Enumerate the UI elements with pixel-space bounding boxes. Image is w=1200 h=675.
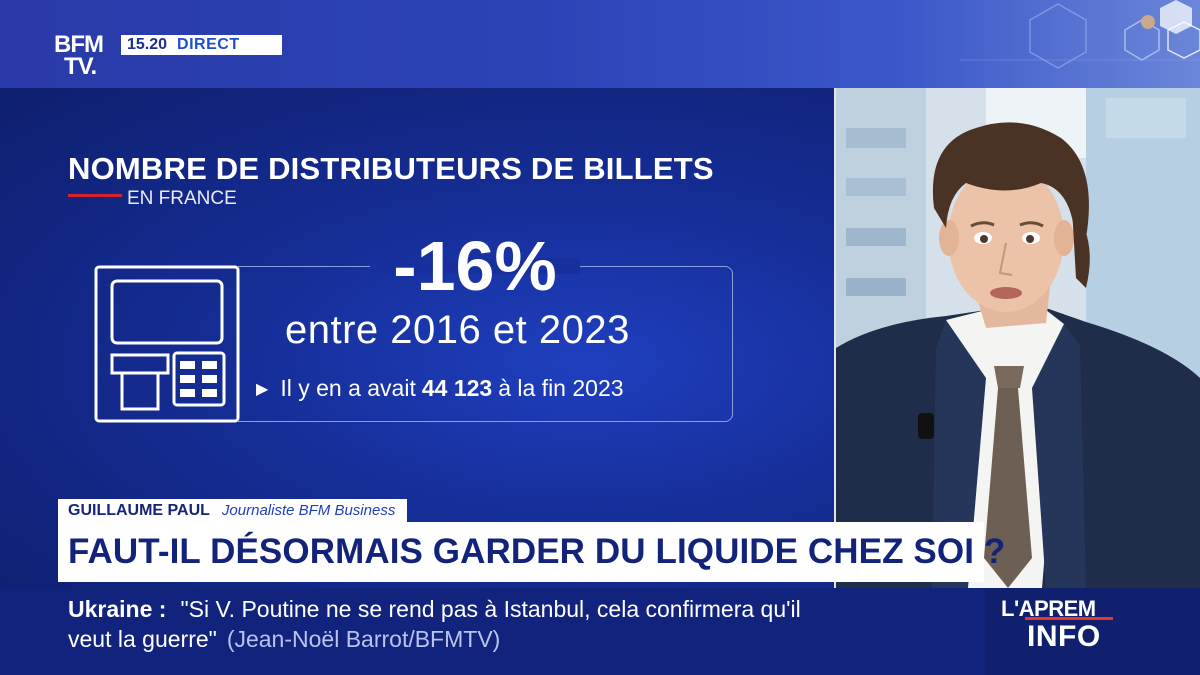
infographic-title: NOMBRE DE DISTRIBUTEURS DE BILLETS — [68, 151, 714, 186]
presenter-image — [836, 88, 1200, 588]
speaker-role: Journaliste BFM Business — [221, 502, 396, 519]
presenter-video — [836, 88, 1200, 588]
ticker-text-2: veut la guerre" — [68, 626, 217, 652]
clock-live-badge: 15.20 DIRECT — [121, 35, 282, 55]
top-band: BFM TV. 15.20 DIRECT — [0, 0, 1200, 88]
show-logo-accent-bar — [1025, 617, 1113, 620]
headline-text: FAUT-IL DÉSORMAIS GARDER DU LIQUIDE CHEZ… — [68, 532, 1006, 571]
headline-banner: FAUT-IL DÉSORMAIS GARDER DU LIQUIDE CHEZ… — [58, 522, 1005, 582]
ticker-text-1: "Si V. Poutine ne se rend pas à Istanbul… — [180, 596, 801, 622]
stat-note-prefix: Il y en a avait — [280, 375, 416, 401]
ticker-source: (Jean-Noël Barrot/BFMTV) — [226, 626, 501, 652]
news-ticker: Ukraine : "Si V. Poutine ne se rend pas à… — [0, 588, 985, 675]
clock-time: 15.20 — [127, 36, 168, 53]
show-logo-line1: L'APREM — [1001, 596, 1096, 621]
play-arrow-icon: ▶ — [256, 380, 269, 398]
title-accent-bar — [68, 194, 122, 197]
live-label: DIRECT — [177, 36, 240, 53]
channel-logo: BFM TV. — [54, 31, 118, 80]
ticker-line-1: Ukraine : "Si V. Poutine ne se rend pas à… — [68, 596, 801, 623]
channel-logo-line2: TV. — [64, 53, 97, 80]
ticker-keyword: Ukraine : — [68, 596, 167, 622]
stat-period: entre 2016 et 2023 — [285, 308, 630, 352]
atm-icon — [94, 265, 240, 423]
stat-note-suffix: à la fin 2023 — [498, 375, 624, 401]
stat-frame-gap — [370, 258, 580, 274]
speaker-name: GUILLAUME PAUL — [68, 501, 210, 519]
stat-note: ▶ Il y en a avait 44 123 à la fin 2023 — [256, 375, 624, 402]
stat-percentage: -16% — [393, 227, 557, 305]
channel-logo-line1: BFM — [54, 31, 104, 58]
ticker-line-2: veut la guerre" (Jean-Noël Barrot/BFMTV) — [68, 626, 500, 653]
stat-note-value: 44 123 — [421, 375, 493, 401]
speaker-name-strip: GUILLAUME PAUL Journaliste BFM Business — [58, 499, 408, 522]
hexagon-decoration-icon — [960, 0, 1200, 69]
show-logo: L'APREM INFO — [985, 588, 1200, 675]
infographic-subtitle: EN FRANCE — [127, 188, 237, 209]
show-logo-line2: INFO — [1027, 620, 1101, 653]
